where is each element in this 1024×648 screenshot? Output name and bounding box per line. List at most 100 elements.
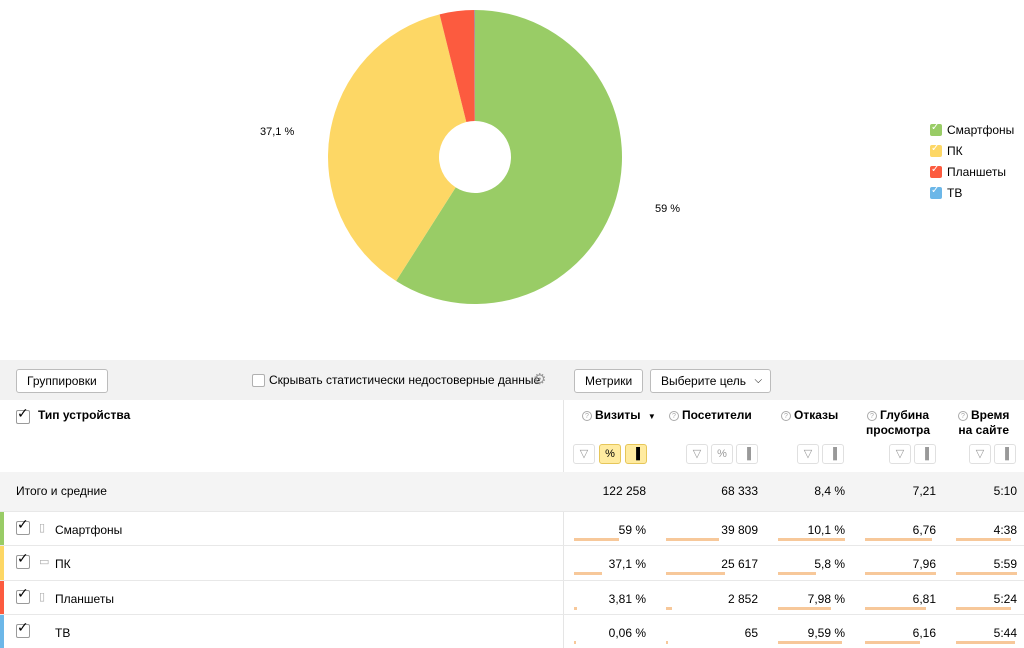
goal-select[interactable]: Выберите цель ⌵	[650, 369, 772, 393]
bar-chart-icon[interactable]: ▐	[625, 444, 647, 464]
legend-item[interactable]: ПК	[930, 140, 1014, 161]
cell-visits-bar	[574, 607, 577, 610]
row-label[interactable]: ТВ	[55, 626, 71, 640]
total-bounces: 8,4 %	[814, 484, 845, 498]
bar-chart-icon[interactable]: ▐	[994, 444, 1016, 464]
row-checkbox[interactable]	[16, 585, 30, 604]
total-visits: 122 258	[602, 484, 646, 498]
filter-icon[interactable]: ▽	[573, 444, 595, 464]
pie-slice-0[interactable]	[396, 10, 622, 304]
help-icon[interactable]: ?	[781, 411, 791, 421]
hide-unreliable-toggle[interactable]: Скрывать статистически недостоверные дан…	[252, 373, 540, 387]
sort-desc-icon: ▼	[647, 412, 656, 421]
select-all-checkbox[interactable]	[16, 405, 30, 424]
cell-visitors: 39 809	[721, 523, 758, 537]
legend-item[interactable]: ТВ	[930, 182, 1014, 203]
legend-color-checkbox[interactable]	[930, 164, 942, 178]
row-label[interactable]: Планшеты	[55, 592, 114, 606]
header-depth[interactable]: ? Глубина просмотра	[866, 408, 930, 438]
cell-visits-bar	[574, 641, 576, 644]
cell-bounces: 10,1 %	[807, 523, 845, 537]
help-icon[interactable]: ?	[867, 411, 877, 421]
legend-item[interactable]: Смартфоны	[930, 119, 1014, 140]
totals-label: Итого и средние	[16, 484, 107, 498]
metrics-button[interactable]: Метрики	[574, 369, 644, 393]
filter-icon[interactable]: ▽	[969, 444, 991, 464]
legend-color-checkbox[interactable]	[930, 185, 942, 199]
cell-depth: 7,96	[912, 557, 936, 571]
pie-slice-3[interactable]	[474, 10, 475, 122]
legend-item[interactable]: Планшеты	[930, 161, 1014, 182]
header-depth-line2: просмотра	[866, 423, 931, 437]
row-checkbox[interactable]	[16, 619, 30, 638]
pie-slice-1[interactable]	[328, 14, 467, 282]
gear-icon[interactable]: ⚙	[533, 371, 547, 388]
cell-time: 4:38	[993, 523, 1017, 537]
header-time-line2: на сайте	[958, 423, 1010, 437]
cell-visits-bar	[574, 572, 602, 575]
bar-chart-icon[interactable]: ▐	[822, 444, 844, 464]
row-checkbox[interactable]	[16, 550, 30, 569]
cell-bounces-bar	[778, 538, 845, 541]
header-visits[interactable]: ? Визиты ▼	[582, 408, 656, 424]
cell-bounces: 9,59 %	[807, 626, 845, 640]
slice-data-label: 37,1 %	[260, 126, 294, 138]
cell-time: 5:59	[993, 557, 1017, 571]
totals-row: Итого и средние 122 258 68 333 8,4 % 7,2…	[0, 472, 1024, 511]
pie-slice-2[interactable]	[439, 10, 475, 123]
goal-select-label: Выберите цель	[661, 374, 747, 388]
cell-visitors-bar	[666, 641, 668, 644]
legend-color-checkbox[interactable]	[930, 143, 942, 157]
row-label[interactable]: Смартфоны	[55, 523, 123, 537]
row-color-stripe	[0, 581, 4, 615]
percent-icon[interactable]: %	[711, 444, 733, 464]
help-icon[interactable]: ?	[669, 411, 679, 421]
row-checkbox[interactable]	[16, 516, 30, 535]
header-depth-line1: Глубина	[880, 408, 930, 422]
row-label[interactable]: ПК	[55, 557, 71, 571]
dimension-title: Тип устройства	[38, 408, 131, 422]
legend-label: Смартфоны	[947, 122, 1015, 137]
cell-visits: 37,1 %	[608, 557, 646, 571]
cell-visitors: 2 852	[727, 592, 758, 606]
cell-visitors: 25 617	[721, 557, 758, 571]
row-color-stripe	[0, 546, 4, 580]
help-icon[interactable]: ?	[582, 411, 592, 421]
slice-data-label: 59 %	[655, 203, 680, 215]
total-visitors: 68 333	[721, 484, 758, 498]
header-visitors[interactable]: ? Посетители	[669, 408, 752, 423]
desktop-icon: ▭	[39, 556, 50, 568]
help-icon[interactable]: ?	[958, 411, 968, 421]
dimension-header[interactable]: Тип устройства	[16, 405, 131, 424]
filter-icon[interactable]: ▽	[889, 444, 911, 464]
row-color-stripe	[0, 512, 4, 546]
groupings-button[interactable]: Группировки	[16, 369, 108, 393]
filter-icon[interactable]: ▽	[686, 444, 708, 464]
filter-icon[interactable]: ▽	[797, 444, 819, 464]
table-row[interactable]: ▯ Планшеты 3,81 % 2 852 7,98 % 6,81 5:24	[0, 580, 1024, 615]
cell-depth-bar	[865, 538, 932, 541]
header-bounces-label: Отказы	[794, 408, 839, 422]
cell-bounces-bar	[778, 641, 842, 644]
bar-chart-icon[interactable]: ▐	[914, 444, 936, 464]
table-row[interactable]: ▭ ПК 37,1 % 25 617 5,8 % 7,96 5:59	[0, 545, 1024, 580]
bar-chart-icon[interactable]: ▐	[736, 444, 758, 464]
cell-visitors-bar	[666, 538, 719, 541]
cell-visits: 0,06 %	[608, 626, 646, 640]
percent-icon[interactable]: %	[599, 444, 621, 464]
hide-unreliable-checkbox[interactable]	[252, 373, 265, 387]
header-bounces[interactable]: ? Отказы	[781, 408, 838, 423]
cell-time: 5:24	[993, 592, 1017, 606]
cell-bounces-bar	[778, 572, 816, 575]
table-row[interactable]: ТВ 0,06 % 65 9,59 % 6,16 5:44	[0, 614, 1024, 648]
legend-color-checkbox[interactable]	[930, 122, 942, 136]
row-color-stripe	[0, 615, 4, 648]
header-time[interactable]: ? Время на сайте	[958, 408, 1009, 438]
total-depth: 7,21	[912, 484, 936, 498]
total-time: 5:10	[993, 484, 1017, 498]
cell-visits: 3,81 %	[608, 592, 646, 606]
table-row[interactable]: ▯ Смартфоны 59 % 39 809 10,1 % 6,76 4:38	[0, 511, 1024, 546]
cell-depth-bar	[865, 572, 936, 575]
hide-unreliable-label: Скрывать статистически недостоверные дан…	[269, 373, 541, 387]
